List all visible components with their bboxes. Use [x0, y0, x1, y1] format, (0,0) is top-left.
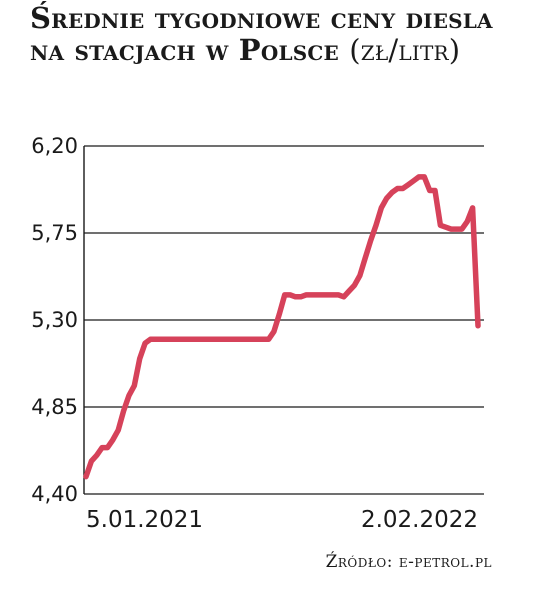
series-line-diesel-price — [83, 174, 481, 480]
gridlines — [84, 145, 484, 495]
y-tick-label: 6,20 — [31, 134, 78, 158]
chart-title: Średnie tygodniowe ceny diesla na stacja… — [30, 2, 530, 66]
chart-unit: (zł/litr) — [349, 33, 461, 67]
y-tick-label: 5,30 — [31, 308, 78, 332]
y-tick-label: 4,85 — [31, 395, 78, 419]
x-tick-label-end: 2.02.2022 — [361, 507, 478, 533]
source-note: Źródło: e-petrol.pl — [325, 552, 492, 572]
x-tick-label-start: 5.01.2021 — [86, 507, 203, 533]
y-tick-label: 4,40 — [31, 482, 78, 506]
chart-title-text: Średnie tygodniowe ceny diesla na stacja… — [30, 1, 493, 67]
y-axis-ticks: 6,20 5,75 5,30 4,85 4,40 — [31, 134, 78, 506]
y-tick-label: 5,75 — [31, 221, 78, 245]
